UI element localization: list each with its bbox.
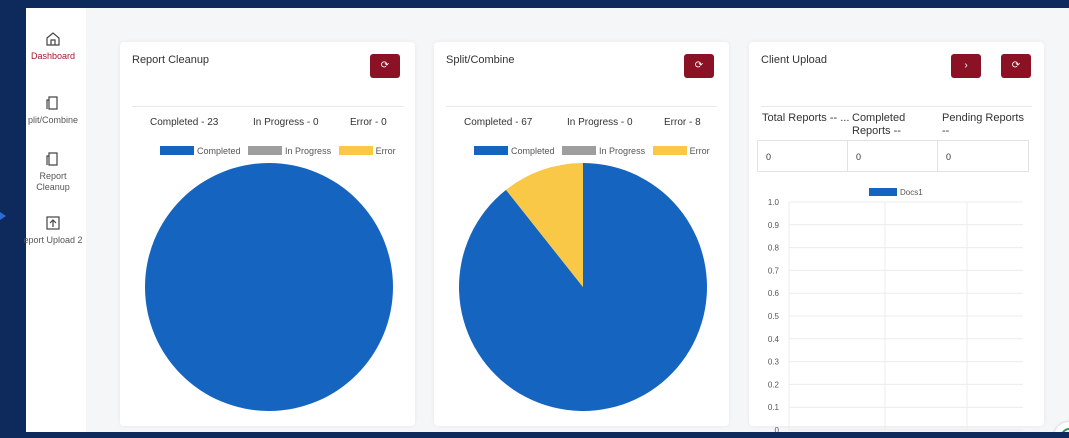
y-tick-label: 1.0 <box>768 198 780 207</box>
y-tick-label: 0.6 <box>768 289 780 298</box>
legend-item-error[interactable]: Error <box>338 146 396 156</box>
legend-item-completed[interactable]: Completed <box>474 146 555 156</box>
report-cleanup-pie-chart <box>145 163 393 411</box>
status-icon <box>1061 428 1069 432</box>
in-progress-count: In Progress - 0 <box>567 117 633 128</box>
upload-icon <box>46 216 60 230</box>
app-frame: Dashboard plit/Combine Report Cleanup ep… <box>20 8 1069 432</box>
completed-reports-value: 0 <box>847 140 938 172</box>
home-icon <box>46 32 60 46</box>
document-icon <box>46 96 58 110</box>
chart-legend[interactable]: Docs1 <box>869 188 923 197</box>
in-progress-count: In Progress - 0 <box>253 117 319 128</box>
completed-count: Completed - 23 <box>150 117 219 128</box>
sidebar-item-report-cleanup[interactable]: Report Cleanup <box>20 150 86 193</box>
legend-swatch <box>869 188 897 196</box>
legend-label: Docs1 <box>900 188 923 197</box>
divider <box>761 106 1032 107</box>
y-tick-label: 0 <box>775 426 780 432</box>
pending-reports-header: Pending Reports -- <box>942 112 1024 137</box>
sidebar-collapse-icon[interactable] <box>0 212 6 220</box>
y-tick-label: 0.5 <box>768 312 780 321</box>
split-combine-pie-chart <box>459 163 707 411</box>
sidebar-item-report-upload[interactable]: eport Upload 2 <box>20 214 86 246</box>
sidebar-item-label: eport Upload 2 <box>23 235 83 245</box>
refresh-button[interactable]: ⟳ <box>370 54 400 78</box>
error-count: Error - 8 <box>664 117 701 128</box>
sidebar: Dashboard plit/Combine Report Cleanup ep… <box>20 8 86 432</box>
next-button[interactable]: › <box>951 54 981 78</box>
y-tick-label: 0.1 <box>768 403 780 412</box>
document-icon <box>46 152 58 166</box>
completed-reports-header: Completed Reports -- <box>852 112 906 137</box>
sidebar-item-dashboard[interactable]: Dashboard <box>20 30 86 62</box>
chart-legend: Completed In Progress Error <box>160 146 401 156</box>
legend-item-in-progress[interactable]: In Progress <box>248 146 331 156</box>
sidebar-item-split-combine[interactable]: plit/Combine <box>20 94 86 126</box>
completed-count: Completed - 67 <box>464 117 533 128</box>
total-reports-header: Total Reports -- ... <box>762 112 850 124</box>
pie-slice-completed[interactable] <box>145 163 393 411</box>
pie-slice-error[interactable] <box>505 163 583 287</box>
pending-reports-value: 0 <box>937 140 1029 172</box>
sidebar-item-label: Report Cleanup <box>36 171 70 192</box>
legend-item-completed[interactable]: Completed <box>160 146 241 156</box>
refresh-icon: ⟳ <box>694 60 704 71</box>
y-tick-label: 0.8 <box>768 244 780 253</box>
refresh-icon: ⟳ <box>1011 60 1021 71</box>
refresh-icon: ⟳ <box>380 60 390 71</box>
y-tick-label: 0.2 <box>768 380 780 389</box>
help-button[interactable] <box>1054 422 1069 432</box>
report-cleanup-card: Report Cleanup ⟳ Completed - 23 In Progr… <box>120 42 415 426</box>
y-tick-label: 0.9 <box>768 221 780 230</box>
divider <box>132 106 403 107</box>
y-tick-label: 0.4 <box>768 335 780 344</box>
sidebar-item-label: Dashboard <box>30 51 76 61</box>
error-count: Error - 0 <box>350 117 387 128</box>
docs1-bar-chart: 1.0 0.9 0.8 0.7 0.6 0.5 0.4 0.3 0.2 0.1 0 <box>768 198 1023 432</box>
client-upload-card: Client Upload › ⟳ Total Reports -- ... C… <box>749 42 1044 432</box>
chevron-right-icon: › <box>964 60 968 71</box>
card-title: Report Cleanup <box>132 54 210 66</box>
y-tick-label: 0.3 <box>768 358 780 367</box>
divider <box>446 106 717 107</box>
sidebar-item-label: plit/Combine <box>27 115 79 125</box>
legend-item-error[interactable]: Error <box>652 146 710 156</box>
split-combine-card: Split/Combine ⟳ Completed - 67 In Progre… <box>434 42 729 426</box>
refresh-button[interactable]: ⟳ <box>684 54 714 78</box>
card-title: Split/Combine <box>446 54 515 66</box>
card-title: Client Upload <box>761 54 828 66</box>
total-reports-value: 0 <box>757 140 848 172</box>
y-tick-label: 0.7 <box>768 266 780 275</box>
legend-item-in-progress[interactable]: In Progress <box>562 146 645 156</box>
chart-legend: Completed In Progress Error <box>474 146 715 156</box>
refresh-button[interactable]: ⟳ <box>1001 54 1031 78</box>
